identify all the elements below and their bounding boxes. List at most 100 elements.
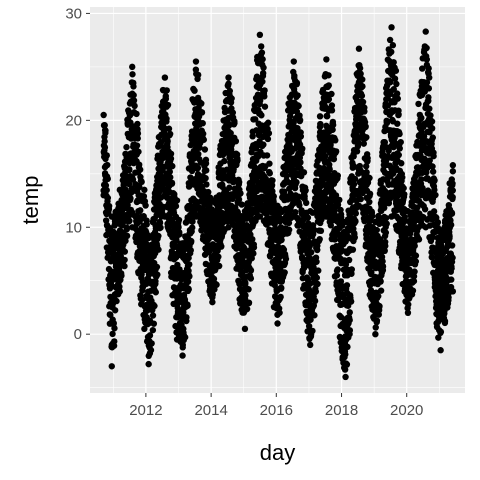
data-point bbox=[238, 201, 245, 208]
data-point bbox=[359, 83, 366, 90]
data-point bbox=[101, 138, 108, 145]
data-point bbox=[165, 125, 173, 132]
data-point bbox=[290, 213, 297, 220]
data-point bbox=[293, 79, 301, 87]
data-point bbox=[104, 161, 111, 169]
data-point bbox=[411, 268, 418, 275]
data-point bbox=[142, 202, 149, 209]
data-point bbox=[100, 191, 107, 199]
data-point bbox=[342, 373, 349, 381]
data-point bbox=[337, 278, 345, 285]
data-point bbox=[151, 302, 158, 310]
data-point bbox=[129, 63, 136, 71]
data-point bbox=[189, 224, 196, 231]
data-point bbox=[353, 148, 361, 155]
data-point bbox=[343, 282, 351, 289]
data-point bbox=[187, 247, 194, 254]
data-point bbox=[343, 361, 351, 368]
data-point bbox=[394, 95, 401, 102]
data-point bbox=[108, 363, 115, 370]
data-point bbox=[394, 120, 401, 127]
data-point bbox=[430, 208, 438, 215]
data-point bbox=[368, 269, 375, 276]
data-point bbox=[249, 235, 256, 243]
data-point bbox=[303, 199, 310, 207]
data-point bbox=[166, 168, 173, 175]
data-point bbox=[249, 133, 256, 140]
data-point bbox=[387, 79, 394, 86]
data-point bbox=[134, 130, 142, 137]
data-point bbox=[411, 242, 418, 250]
data-point bbox=[446, 233, 453, 240]
x-tick-label: 2018 bbox=[325, 402, 358, 419]
data-point bbox=[145, 234, 152, 242]
data-point bbox=[425, 94, 432, 101]
data-points bbox=[100, 24, 457, 381]
data-point bbox=[293, 179, 300, 186]
data-point bbox=[105, 202, 113, 210]
data-point bbox=[173, 336, 181, 343]
data-point bbox=[359, 98, 367, 106]
data-point bbox=[167, 155, 175, 162]
data-point bbox=[355, 139, 362, 147]
data-point bbox=[352, 218, 359, 225]
data-point bbox=[364, 154, 371, 162]
data-point bbox=[355, 45, 363, 52]
data-point bbox=[264, 119, 272, 126]
data-point bbox=[243, 305, 251, 313]
data-point bbox=[134, 135, 141, 142]
data-point bbox=[256, 213, 264, 220]
data-point bbox=[146, 332, 154, 339]
data-point bbox=[282, 255, 290, 263]
data-point bbox=[167, 150, 175, 158]
x-tick-label: 2016 bbox=[260, 402, 293, 419]
data-point bbox=[393, 80, 400, 88]
data-point bbox=[226, 87, 233, 95]
data-point bbox=[201, 146, 209, 153]
data-point bbox=[395, 151, 402, 159]
data-point bbox=[437, 347, 444, 354]
y-axis: 0 10 20 30 bbox=[65, 5, 90, 343]
data-point bbox=[396, 130, 403, 138]
data-point bbox=[410, 277, 418, 285]
data-point bbox=[103, 152, 110, 159]
data-point bbox=[332, 137, 339, 144]
data-point bbox=[111, 338, 118, 345]
data-point bbox=[304, 214, 312, 221]
data-point bbox=[431, 177, 438, 184]
data-point bbox=[445, 294, 452, 301]
data-point bbox=[334, 172, 341, 179]
data-point bbox=[392, 67, 400, 74]
data-point bbox=[351, 234, 358, 241]
data-point bbox=[213, 281, 220, 288]
data-point bbox=[349, 161, 357, 169]
data-point bbox=[116, 288, 124, 295]
data-point bbox=[123, 226, 130, 233]
data-point bbox=[126, 217, 133, 225]
data-point bbox=[266, 160, 273, 167]
data-point bbox=[345, 256, 353, 264]
data-point bbox=[118, 272, 125, 279]
data-point bbox=[386, 36, 394, 44]
data-point bbox=[377, 236, 384, 243]
data-point bbox=[429, 134, 436, 141]
data-point bbox=[357, 70, 364, 77]
data-point bbox=[184, 278, 192, 285]
data-point bbox=[323, 56, 330, 63]
data-point bbox=[357, 195, 364, 203]
data-point bbox=[109, 330, 116, 338]
data-point bbox=[153, 263, 161, 271]
data-point bbox=[111, 325, 118, 332]
data-point bbox=[363, 134, 370, 141]
data-point bbox=[175, 216, 183, 224]
data-point bbox=[422, 28, 429, 35]
data-point bbox=[140, 193, 148, 200]
data-point bbox=[311, 297, 319, 305]
data-point bbox=[313, 258, 320, 265]
data-point bbox=[426, 157, 433, 164]
data-point bbox=[285, 226, 293, 233]
data-point bbox=[179, 240, 186, 247]
data-point bbox=[277, 293, 284, 301]
data-point bbox=[225, 122, 232, 130]
data-point bbox=[372, 330, 379, 338]
